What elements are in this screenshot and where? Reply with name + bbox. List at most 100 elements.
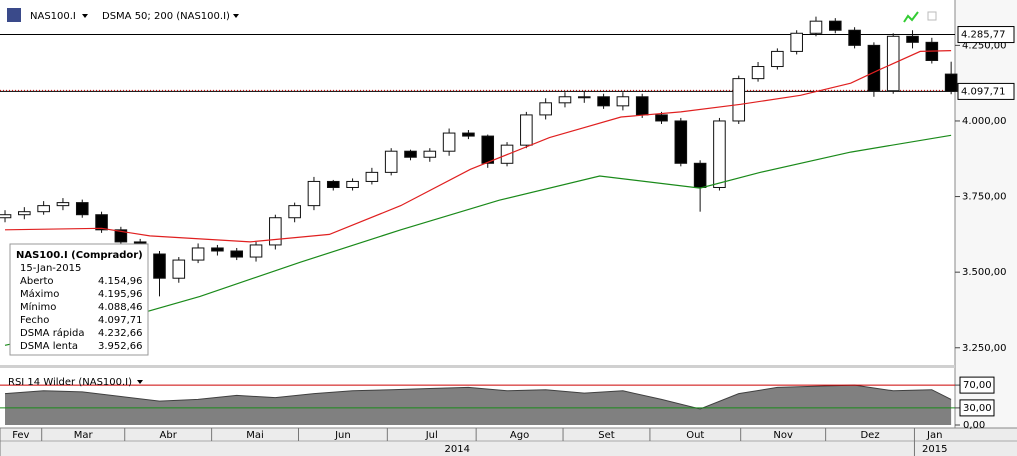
candle-body	[771, 50, 784, 68]
candle-body	[249, 244, 263, 258]
candle-body	[423, 150, 437, 158]
candle-body	[539, 102, 552, 116]
rsi-area	[5, 385, 952, 425]
x-tick-label: Nov	[773, 430, 793, 441]
y-tick-label: 4.000,00	[962, 116, 1007, 127]
candle-body	[558, 96, 572, 104]
candle-body	[867, 44, 881, 92]
y-tick-label: 30,00	[963, 403, 992, 414]
candle-body	[191, 247, 205, 261]
candle-body	[56, 202, 70, 207]
x-axis-bg	[0, 428, 1017, 456]
dropdown-arrow[interactable]	[137, 380, 143, 384]
candle-body	[384, 150, 398, 173]
level-box	[957, 26, 1015, 44]
x-tick-label: Mar	[74, 430, 94, 441]
candle-body	[0, 214, 12, 219]
info-row-label: Aberto	[20, 276, 54, 287]
candle-body	[230, 250, 244, 258]
candle-body	[462, 132, 475, 137]
candle-body	[693, 162, 707, 188]
x-tick-label: Ago	[510, 430, 529, 441]
info-series-value: 4.232,66	[98, 328, 143, 339]
candle-body	[713, 120, 726, 188]
candle-body	[732, 78, 746, 122]
candle-body	[269, 217, 282, 246]
candle-body	[906, 35, 919, 43]
info-title: NAS100.I (Comprador)	[16, 250, 143, 261]
candle-body	[37, 205, 50, 213]
level-label: 4.097,71	[961, 86, 1006, 97]
info-series-name: DSMA lenta	[20, 341, 78, 352]
candle-body	[481, 135, 495, 164]
candle-body	[848, 29, 861, 46]
panel-divider	[0, 365, 955, 368]
info-series-name: DSMA rápida	[20, 327, 85, 339]
candle-body	[520, 114, 533, 146]
x-tick-label: Dez	[860, 430, 879, 441]
candle-body	[635, 96, 649, 116]
level-label: 4.285,77	[961, 30, 1006, 41]
right-axis-bg	[955, 0, 1017, 428]
candle-body	[211, 247, 224, 252]
x-tick-label: Set	[598, 430, 615, 441]
info-row-value: 4.154,96	[98, 276, 143, 287]
symbol-icon[interactable]	[7, 8, 21, 22]
x-tick-label: Jan	[926, 430, 942, 441]
check-icon[interactable]	[903, 11, 919, 23]
candle-body	[597, 96, 610, 107]
y-tick-label: 3.500,00	[962, 267, 1007, 278]
candle-body	[616, 96, 630, 107]
candle-body	[346, 180, 359, 188]
info-row-value: 4.088,46	[98, 302, 143, 313]
candle-body	[365, 171, 379, 182]
y-tick-label: 4.250,00	[962, 40, 1007, 51]
level-box	[959, 376, 995, 394]
level-box	[959, 399, 995, 417]
candle-body	[95, 214, 108, 231]
x-tick-label: Mai	[246, 430, 264, 441]
candle-body	[655, 114, 668, 122]
dropdown-arrow[interactable]	[233, 14, 239, 18]
info-box-frame	[9, 243, 149, 356]
candle-body	[751, 66, 765, 80]
candle-body	[674, 120, 688, 164]
candle-body	[944, 73, 958, 92]
info-series-value: 3.952,66	[98, 341, 143, 352]
indicator-label[interactable]: DSMA 50; 200 (NAS100.I)	[102, 11, 230, 22]
info-row-value: 4.097,71	[98, 315, 143, 326]
candle-body	[172, 259, 186, 279]
candle-body	[114, 229, 128, 243]
level-box	[957, 82, 1015, 100]
info-row-label: Máximo	[20, 288, 59, 300]
rsi-title[interactable]: RSI 14 Wilder (NAS100.I)	[8, 377, 132, 388]
candle-body	[288, 205, 301, 219]
dropdown-arrow[interactable]	[82, 14, 88, 18]
candle-body	[18, 211, 31, 216]
y-tick-label: 70,00	[963, 380, 992, 391]
info-box: NAS100.I (Comprador) 15-Jan-2015	[9, 243, 149, 356]
candle-body	[828, 20, 842, 31]
candle-body	[404, 150, 417, 158]
info-row-label: Fecho	[20, 315, 49, 326]
y-tick-label: 3.250,00	[962, 343, 1007, 354]
candle-body	[153, 253, 166, 279]
x-tick-label: Fev	[12, 430, 29, 441]
x-tick-label: Abr	[160, 430, 178, 441]
x-tick-label: Jul	[425, 430, 438, 441]
symbol-label[interactable]: NAS100.I	[30, 11, 76, 22]
candle-body	[307, 180, 321, 207]
sma-line	[4, 50, 952, 243]
candle-body	[442, 132, 456, 152]
candle-body	[75, 202, 89, 216]
window-icon[interactable]	[927, 11, 937, 21]
y-tick-label: 3.750,00	[962, 192, 1007, 203]
year-label: 2014	[444, 444, 469, 455]
rsi-line	[4, 384, 952, 410]
year-label: 2015	[922, 444, 947, 455]
plot: 3.250,00 3.500,00 3.750,00 4.000,00 4.250,00…	[0, 16, 1015, 456]
info-row-value: 4.195,96	[98, 289, 143, 300]
